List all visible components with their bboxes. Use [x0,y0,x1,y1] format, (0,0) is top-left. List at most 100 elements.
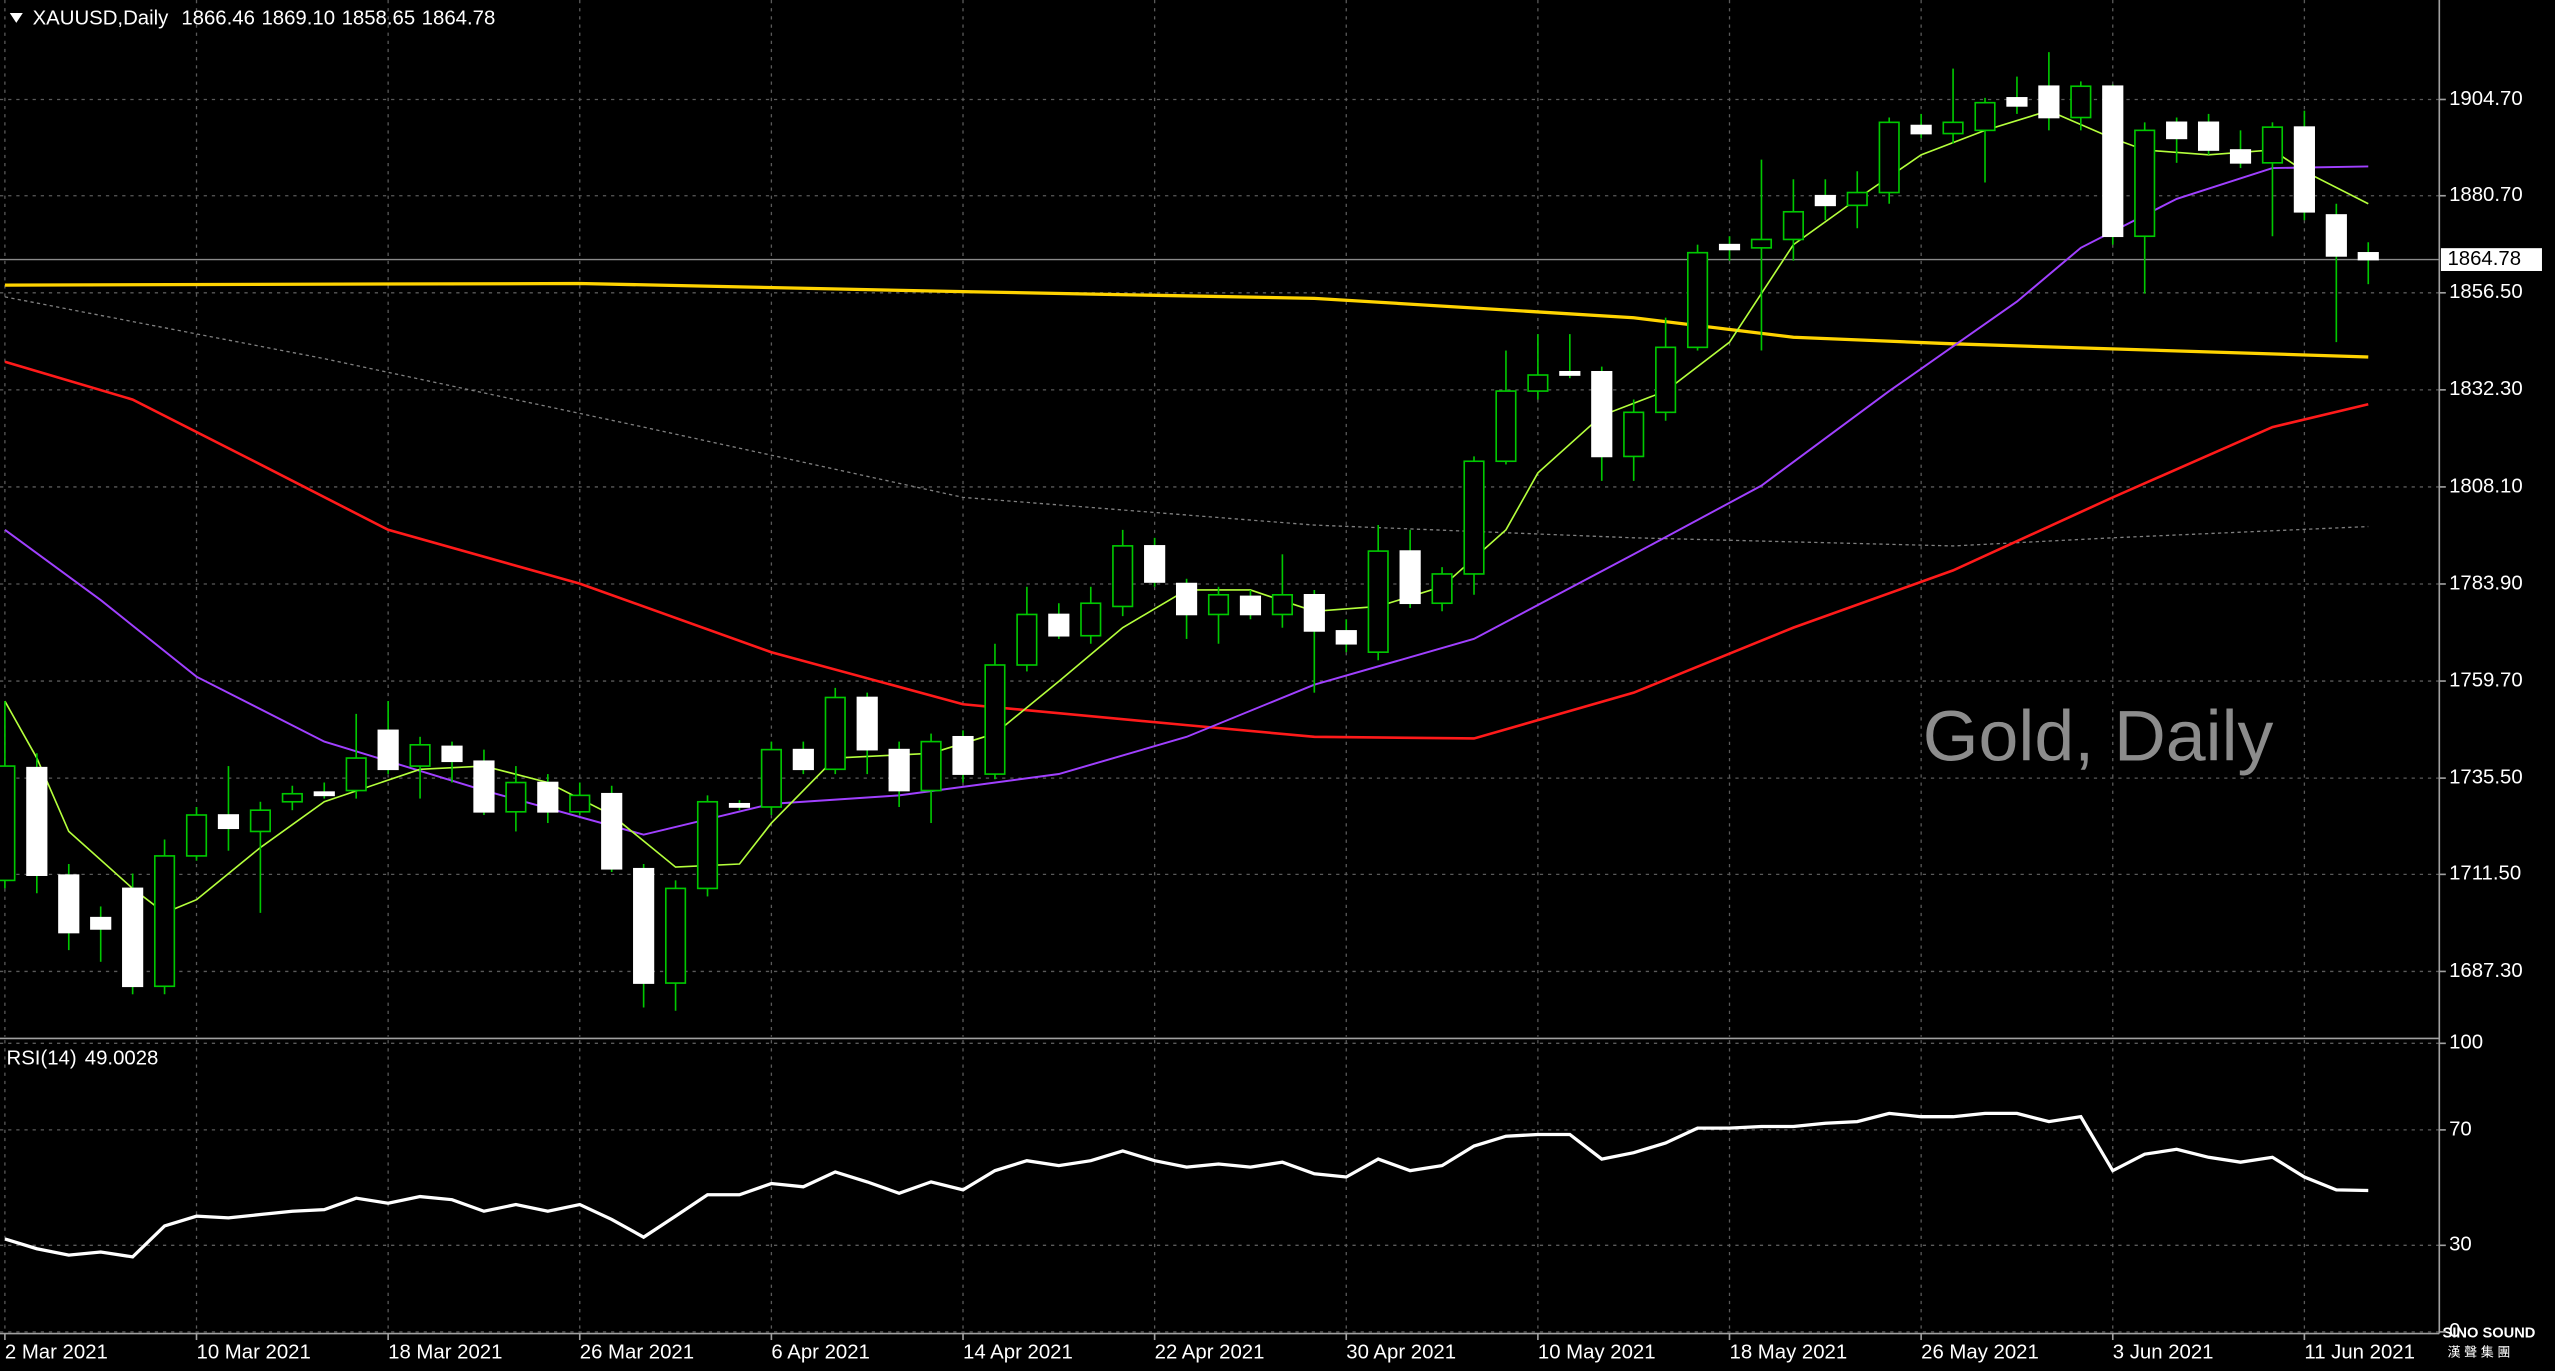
rsi-tick-label: 100 [2449,1032,2483,1054]
candle-body [1974,101,1996,132]
y-tick-label: 1832.30 [2449,378,2523,400]
moving-average [4,360,2369,740]
header: XAUUSD,Daily 1866.46 1869.10 1858.65 1864.78 [33,8,496,30]
y-tick-label: 1735.50 [2449,766,2523,788]
candle-body [2166,121,2188,140]
candle-body [1782,210,1804,241]
candle-body [377,729,399,771]
candle-body [1910,124,1932,135]
candle-body [1303,593,1325,632]
header-value: 1866.46 [181,8,255,30]
candle-body [633,867,655,984]
candle-body [760,748,782,808]
candle-body [888,748,910,792]
collapse-arrow [9,13,23,23]
rsi-line [4,1111,2369,1259]
x-tick-label: 26 May 2021 [1921,1341,2039,1363]
candle-body [1112,545,1134,608]
candle-body [185,814,208,857]
candle-body [1175,582,1198,616]
moving-average [4,165,2369,836]
candle-body [249,809,271,833]
candle-body [1623,411,1645,458]
candle-body [2038,85,2060,119]
candle-body [1048,613,1070,637]
candle-body [409,744,431,767]
y-tick-label: 1880.70 [2449,184,2523,206]
candle-body [1399,550,1421,605]
candle-body [2006,97,2028,107]
candle-body [313,791,335,797]
logo-subtitle: 漢 聲 集 團 [2447,1345,2510,1360]
candle-body [984,664,1006,775]
x-tick-label: 18 May 2021 [1730,1341,1848,1363]
candle-body [1846,191,1868,207]
candle-body [728,802,751,808]
symbol: XAUUSD,Daily [33,8,170,30]
candle-body [856,696,878,751]
candle-body [281,792,303,803]
y-tick-label: 1904.70 [2449,88,2523,110]
candle-body [58,874,80,934]
candle-body [1591,370,1613,458]
candle-body [601,792,623,870]
candle-body [1718,243,1741,251]
y-tick-label: 1783.90 [2449,572,2523,594]
candle-body [952,735,974,775]
candle-body [1559,370,1581,376]
y-tick-label: 1856.50 [2449,281,2523,303]
candle-body [1686,251,1709,349]
y-tick-label: 1759.70 [2449,669,2523,691]
last-price-box [2440,248,2542,271]
candle-body [1080,602,1102,637]
candle-body [569,794,591,813]
candle-body [0,765,16,882]
candle-body [153,855,176,988]
candle-body [26,766,48,876]
candle-body [824,696,846,771]
candle-body [2357,252,2379,261]
x-tick-label: 18 Mar 2021 [388,1341,502,1363]
candle-body [1239,595,1262,616]
candle-layer [0,52,2379,1011]
candle-body [473,760,495,813]
candle-body [1016,613,1038,666]
y-tick-label: 1687.30 [2449,960,2523,982]
header-value: 1869.10 [261,8,335,30]
candle-body [1367,550,1389,653]
candle-body [1527,374,1549,392]
candle-body [2229,149,2252,164]
candle-body [1878,121,1900,194]
logo-name: SINO SOUND [2443,1325,2536,1341]
x-tick-label: 10 May 2021 [1538,1341,1656,1363]
candle-body [1431,573,1453,605]
candle-body [1335,630,1357,645]
x-tick-label: 22 Apr 2021 [1155,1341,1265,1363]
candle-body [1495,390,1517,463]
candle-body [1144,545,1166,583]
rsi-header: RSI(14) 49.0028 [7,1048,159,1070]
candle-body [792,748,814,771]
x-tick-label: 30 Apr 2021 [1346,1341,1456,1363]
candle-body [2070,85,2092,119]
x-tick-label: 6 Apr 2021 [771,1341,869,1363]
x-tick-label: 14 Apr 2021 [963,1341,1073,1363]
candle-body [2134,129,2156,238]
rsi-title: RSI(14) [7,1048,77,1070]
x-tick-label: 3 Jun 2021 [2113,1341,2214,1363]
candle-body [1655,346,1677,414]
y-tick-label: 1711.50 [2449,863,2521,885]
candle-body [2197,121,2220,151]
rsi-tick-label: 0 [2449,1320,2460,1342]
x-tick-label: 2 Mar 2021 [5,1341,108,1363]
candle-body [90,916,112,930]
candle-body [664,887,687,984]
x-tick-label: 10 Mar 2021 [197,1341,311,1363]
last-price-label: 1864.78 [2447,248,2521,270]
moving-average [4,296,2369,547]
candle-body [122,887,144,988]
candle-body [537,781,559,813]
